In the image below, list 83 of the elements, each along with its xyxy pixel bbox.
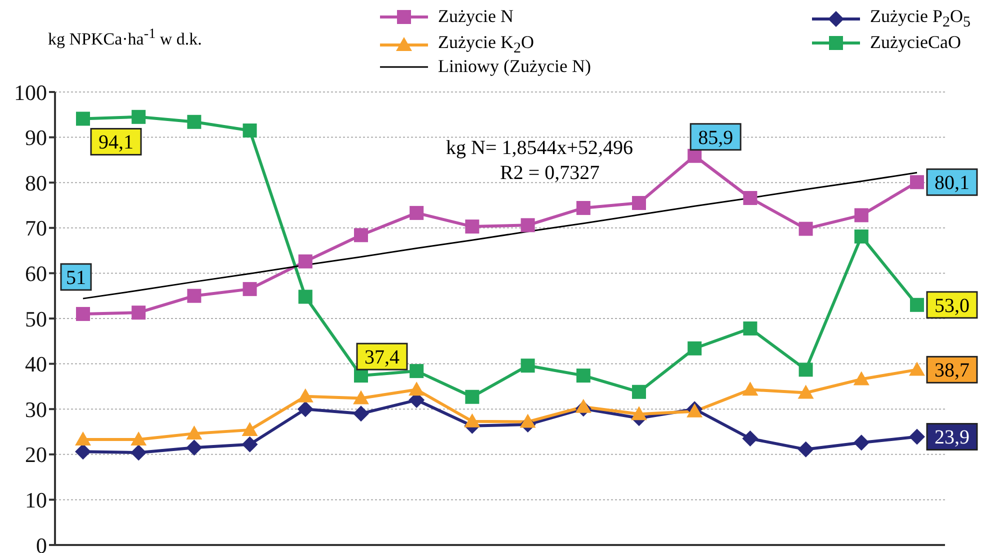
data-label: 37,4: [364, 346, 400, 369]
point: [576, 200, 590, 215]
point: [242, 124, 257, 138]
point: [798, 362, 813, 377]
point: [910, 175, 924, 190]
point: [688, 341, 702, 356]
point: [187, 288, 202, 303]
legend-label: ZużycieCaO: [870, 32, 961, 53]
data-label: 23,9: [934, 426, 970, 449]
point: [909, 362, 925, 376]
point: [798, 384, 814, 399]
y-tick-label: 90: [25, 125, 47, 150]
y-tick-label: 20: [25, 442, 47, 468]
data-label: 38,7: [934, 360, 970, 382]
point: [354, 228, 368, 242]
point: [575, 398, 592, 413]
y-tick-label: 10: [25, 488, 47, 513]
point: [742, 430, 758, 447]
point: [76, 112, 90, 126]
point: [132, 306, 146, 320]
data-label: 53,0: [934, 294, 970, 317]
point: [632, 384, 646, 399]
legend-label: Liniowy (Zużycie N): [438, 56, 591, 77]
point: [743, 321, 758, 336]
point: [520, 218, 535, 232]
point: [187, 114, 202, 129]
legend-label: Zużycie N: [438, 6, 514, 27]
point: [854, 230, 868, 244]
point: [798, 441, 814, 458]
point: [242, 436, 258, 452]
point: [465, 390, 480, 404]
point: [75, 431, 91, 446]
legend-label: Zużycie K$_{2}$O: [438, 32, 534, 58]
point: [297, 388, 314, 402]
y-tick-label: 50: [25, 306, 47, 332]
data-label: 51: [66, 266, 86, 289]
data-label: 80,1: [934, 172, 970, 194]
y-axis-title: kg NPKCa·ha$^{-1}$ w d.k.: [48, 26, 202, 50]
point: [576, 368, 590, 383]
y-tick-label: 60: [25, 261, 47, 286]
point: [742, 382, 758, 396]
point: [186, 426, 202, 440]
point: [408, 382, 425, 396]
point: [632, 196, 646, 210]
point: [186, 440, 202, 456]
y-tick-label: 80: [25, 170, 47, 196]
point: [353, 406, 369, 422]
point: [520, 414, 536, 428]
y-tick-label: 100: [14, 80, 47, 105]
point: [465, 220, 480, 234]
point: [410, 364, 424, 378]
point: [410, 206, 424, 220]
point: [743, 191, 758, 205]
point: [132, 110, 146, 124]
data-label: 85,9: [698, 126, 734, 149]
point: [75, 444, 91, 460]
point: [798, 222, 813, 236]
point: [130, 444, 147, 461]
point: [631, 406, 647, 420]
point: [242, 282, 257, 296]
point: [130, 431, 147, 446]
point: [242, 422, 258, 436]
y-tick-label: 30: [25, 396, 47, 422]
y-tick-label: 40: [25, 352, 47, 377]
point: [464, 413, 480, 428]
point: [909, 428, 925, 445]
point: [910, 298, 924, 312]
point: [688, 148, 702, 163]
point: [298, 290, 312, 304]
point: [353, 390, 369, 404]
point: [520, 358, 535, 373]
legend-label: Zużycie P$_{2}$O$_{5}$: [870, 6, 970, 32]
point: [297, 401, 314, 418]
y-tick-label: 0: [36, 532, 47, 553]
annotation: kg N= 1,8544x+52,496: [446, 137, 634, 160]
point: [76, 306, 90, 321]
point: [853, 371, 870, 386]
point: [854, 208, 868, 222]
annotation: R2 = 0,7327: [500, 162, 600, 185]
point: [298, 254, 312, 268]
y-tick-label: 70: [25, 216, 47, 241]
point: [853, 434, 870, 451]
data-label: 94,1: [98, 132, 134, 154]
